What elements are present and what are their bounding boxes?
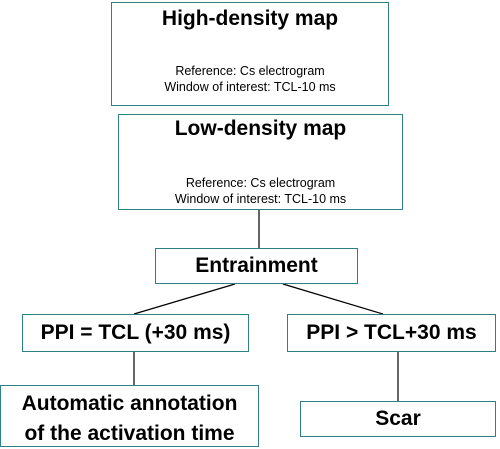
edge-entrainment-to-ppi-equal [133,283,236,315]
low-density-reference: Reference: Cs electrogram [185,176,336,190]
low-density-window: Window of interest: TCL-10 ms [174,192,347,206]
ppi-equal-box: PPI = TCL (+30 ms) [22,314,249,352]
edge-entrainment-to-ppi-greater [282,283,384,315]
automatic-annotation-line1: Automatic annotation [21,392,238,415]
scar-title: Scar [375,407,421,430]
high-density-map-title: High-density map [161,7,339,30]
ppi-greater-box: PPI > TCL+30 ms [287,314,496,352]
automatic-annotation-line2: of the activation time [24,422,235,445]
high-density-map-box: High-density map Reference: Cs electrogr… [111,2,389,106]
scar-box: Scar [300,401,496,437]
low-density-map-box: Low-density map Reference: Cs electrogra… [118,114,403,210]
high-density-reference: Reference: Cs electrogram [175,64,325,78]
entrainment-title: Entrainment [195,254,318,277]
entrainment-box: Entrainment [155,248,358,284]
automatic-annotation-box: Automatic annotation of the activation t… [0,385,259,447]
high-density-window: Window of interest: TCL-10 ms [164,80,336,94]
ppi-greater-title: PPI > TCL+30 ms [306,321,477,344]
ppi-equal-title: PPI = TCL (+30 ms) [40,321,231,344]
low-density-map-title: Low-density map [174,117,347,140]
